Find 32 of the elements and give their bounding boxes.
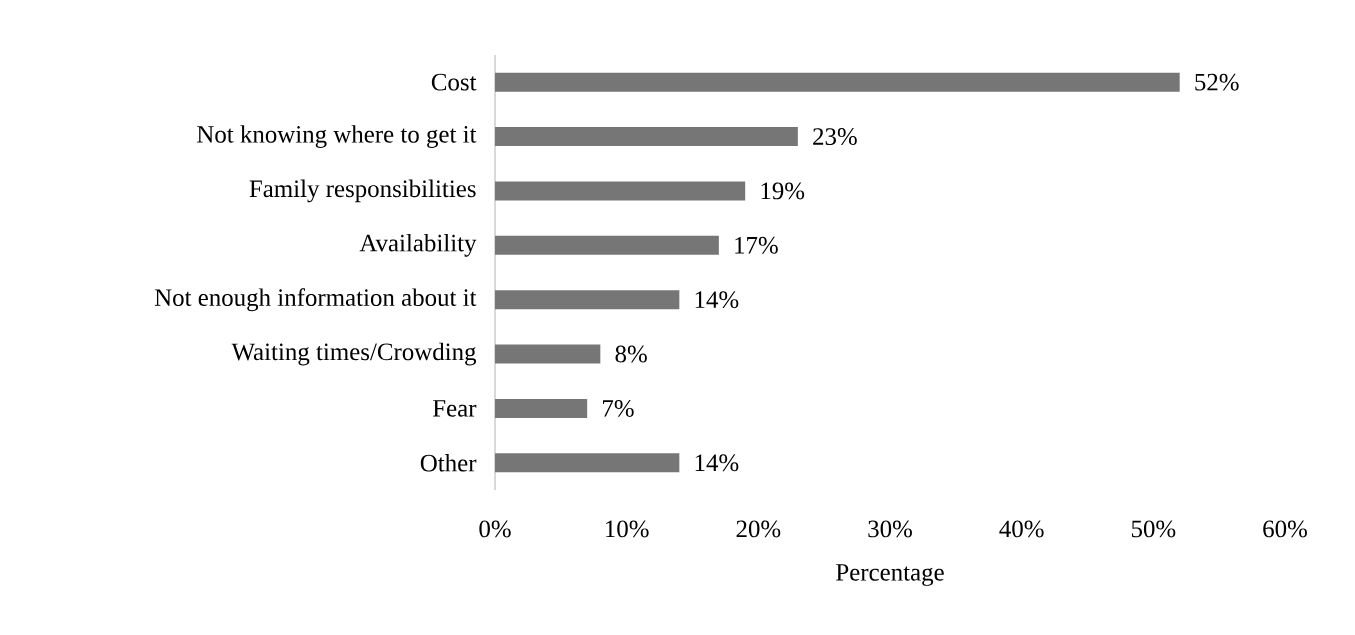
y-tick-label: Fear [432,400,477,417]
x-tick-label: 60% [1263,520,1307,538]
x-axis-title: Percentage [836,564,944,586]
data-label: 23% [813,128,857,146]
bar [495,72,1180,92]
data-label: 19% [761,182,805,200]
y-tick-label: Family responsibilities [249,179,476,203]
x-tick-label: 20% [736,520,781,538]
x-tick-label: 10% [606,520,649,538]
data-label: 14% [695,454,739,472]
y-tick-label: Waiting times/Crowding [231,342,477,366]
y-tick-label: Cost [431,73,477,91]
y-tick-label: Not knowing where to get it [197,125,477,148]
bar [495,181,746,201]
data-label: 7% [603,399,634,417]
bar [495,127,798,147]
data-label: 8% [615,345,647,363]
data-label: 14% [695,291,739,309]
x-tick-label: 0% [479,520,511,538]
data-label: 52% [1195,73,1239,91]
x-tick-label: 40% [999,520,1044,538]
bar [495,344,601,364]
y-tick-label: Not enough information about it [154,288,477,312]
bar [495,290,680,310]
bar [495,235,719,255]
x-tick-label: 30% [868,520,912,538]
x-tick-label: 50% [1131,520,1176,538]
bar [495,398,588,418]
y-tick-label: Other [420,454,477,472]
data-label: 17% [735,236,778,254]
y-tick-label: Availability [359,233,477,257]
bar [495,453,680,473]
